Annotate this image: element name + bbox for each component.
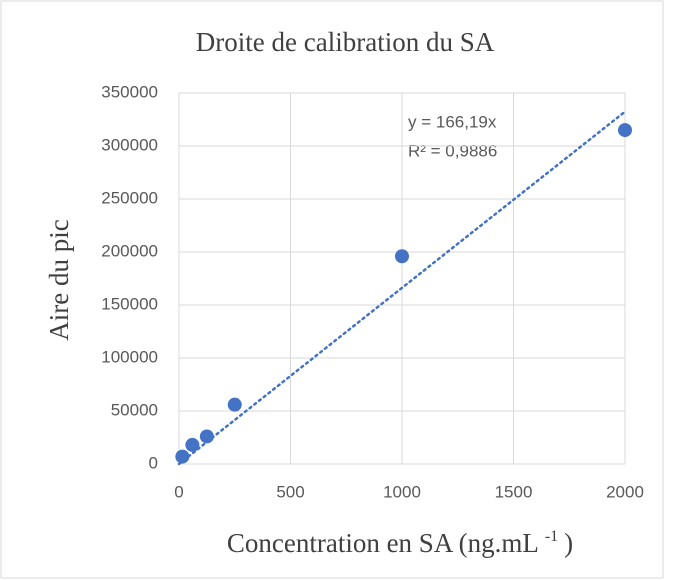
trend-equation: y = 166,19x xyxy=(408,112,497,131)
x-tick-label: 1500 xyxy=(495,482,533,501)
y-tick-label: 50000 xyxy=(111,400,158,419)
trendline xyxy=(177,110,627,466)
point xyxy=(618,123,632,138)
x-label-main: Concentration en SA (ng.mL xyxy=(227,528,539,558)
x-axis-label: Concentration en SA (ng.mL -1) xyxy=(227,528,573,559)
point xyxy=(175,449,190,464)
point xyxy=(199,429,214,444)
y-axis-label: Aire du pic xyxy=(44,219,74,340)
point xyxy=(185,437,200,452)
chart-border xyxy=(0,0,664,579)
point xyxy=(395,249,409,264)
x-tick-label: 0 xyxy=(174,482,183,501)
y-tick-label: 100000 xyxy=(101,347,158,366)
y-tick-label: 200000 xyxy=(101,241,158,260)
trend-r2: R² = 0,9886 xyxy=(408,141,497,160)
y-tick-label: 350000 xyxy=(101,82,158,101)
y-tick-label: 250000 xyxy=(101,188,158,207)
y-tick-label: 0 xyxy=(149,453,158,472)
x-label-end: ) xyxy=(564,528,573,558)
y-tick-label: 150000 xyxy=(101,294,158,313)
x-tick-label: 2000 xyxy=(606,482,644,501)
chart-title: Droite de calibration du SA xyxy=(196,27,495,57)
y-tick-label: 300000 xyxy=(101,135,158,154)
point xyxy=(227,397,242,412)
x-tick-label: 1000 xyxy=(383,482,421,501)
x-tick-label: 500 xyxy=(276,482,304,501)
x-label-sup: -1 xyxy=(545,528,558,545)
